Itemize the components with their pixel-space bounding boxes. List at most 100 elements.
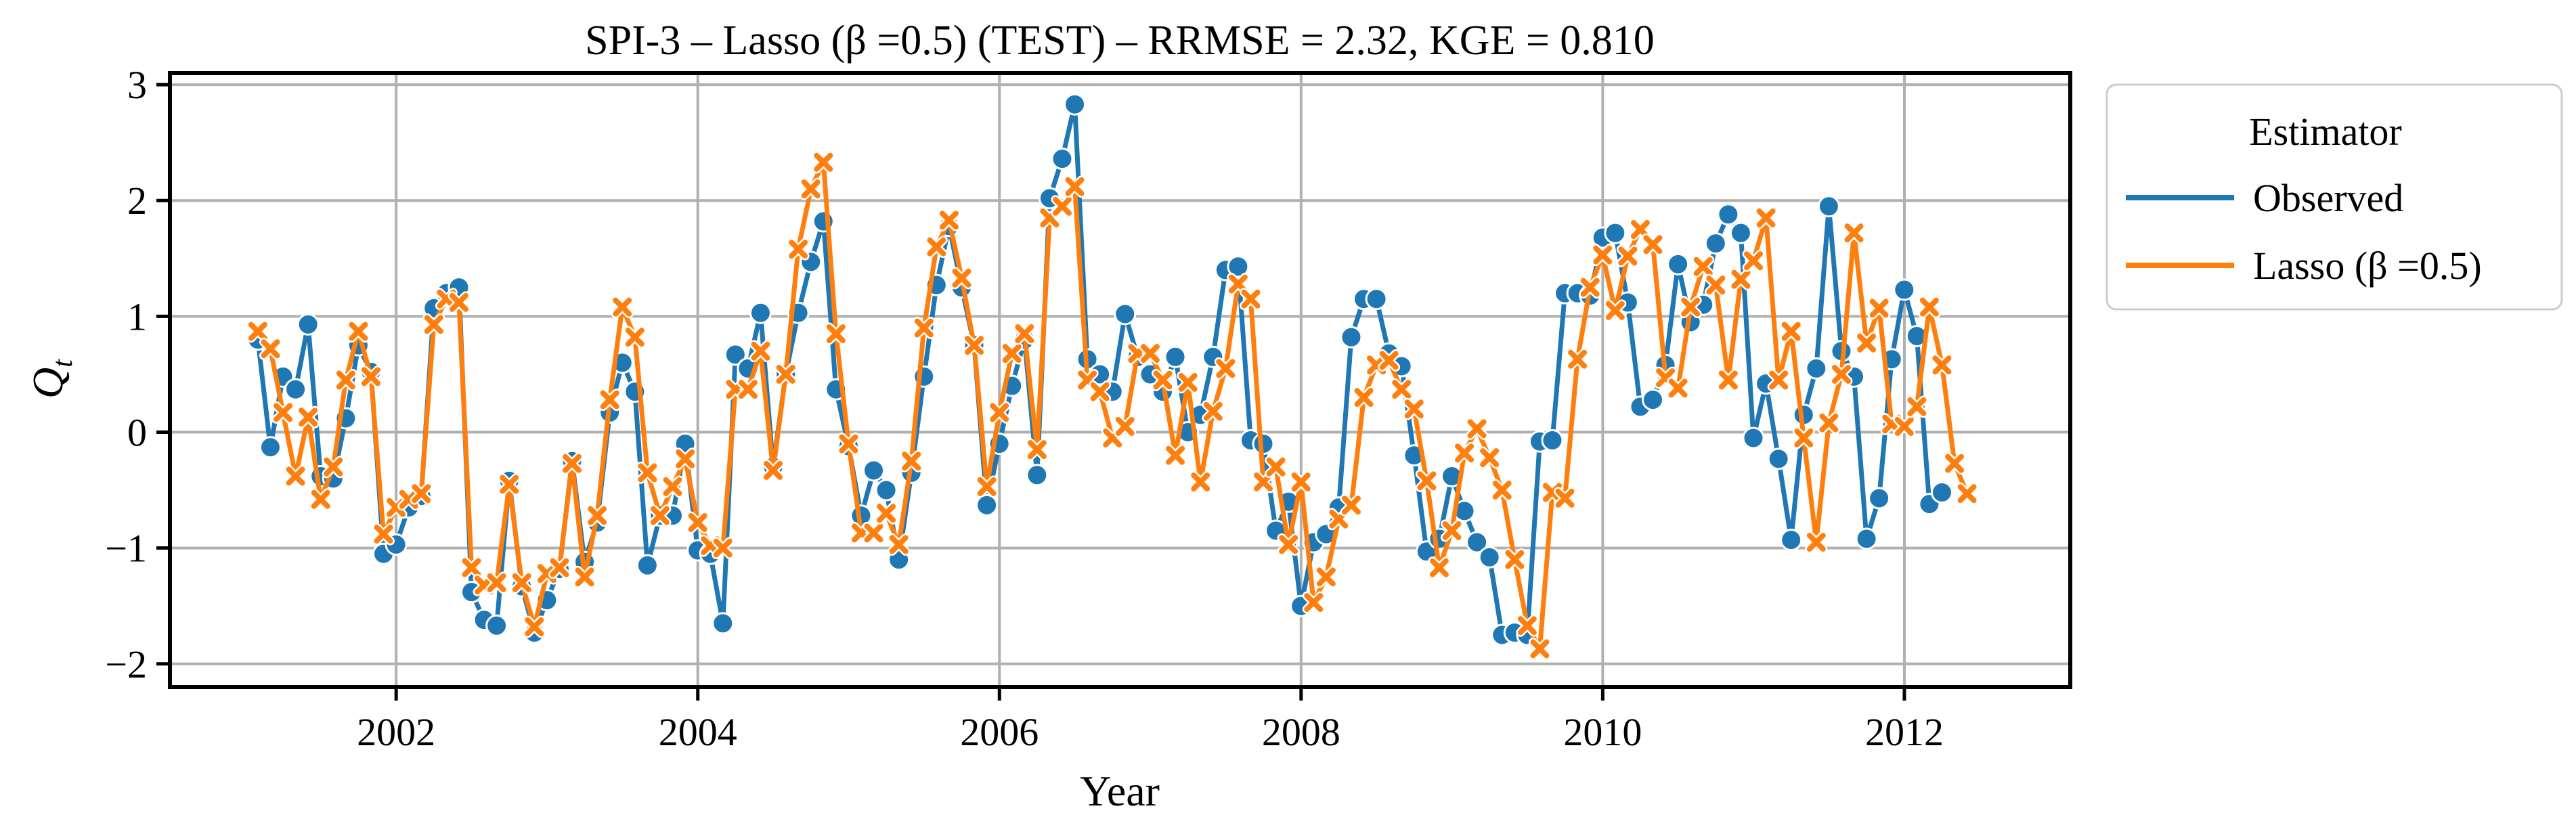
legend-lasso-label: Lasso (β =0.5): [2253, 244, 2482, 288]
lasso-point: [1214, 357, 1237, 380]
y-tick-label: 1: [127, 294, 147, 338]
observed-point: [636, 554, 659, 577]
lasso-point: [1114, 415, 1137, 438]
observed-point: [1717, 203, 1740, 226]
lasso-point: [900, 449, 923, 472]
observed-point: [284, 378, 307, 401]
lasso-point: [1579, 276, 1602, 299]
lasso-point: [523, 615, 546, 638]
x-tick-label: 2002: [357, 710, 435, 754]
lasso-point: [1202, 400, 1225, 423]
observed-point: [1704, 232, 1727, 255]
plot-frame: [168, 71, 2072, 689]
lasso-point: [447, 291, 471, 314]
lasso-point: [1466, 417, 1489, 440]
observed-point: [1893, 278, 1916, 301]
y-tick-label: 2: [127, 179, 147, 223]
observed-point: [1051, 148, 1074, 171]
observed-point: [1478, 546, 1501, 569]
lasso-point: [460, 556, 483, 579]
lasso-point: [1792, 426, 1815, 449]
lasso-point: [422, 313, 445, 336]
lasso-point: [1868, 296, 1891, 319]
lasso-point: [1667, 376, 1690, 399]
lasso-point: [888, 533, 911, 556]
observed-point: [712, 612, 735, 635]
lasso-point: [1491, 479, 1514, 502]
lasso-point: [938, 208, 961, 231]
lasso-point: [1566, 348, 1589, 371]
observed-point: [749, 301, 772, 324]
lasso-point: [875, 502, 898, 525]
lasso-point: [1415, 469, 1438, 492]
lasso-point: [1478, 446, 1501, 469]
observed-point: [1855, 527, 1878, 550]
lasso-point: [1265, 456, 1288, 479]
observed-point: [1114, 303, 1137, 326]
lasso-point: [863, 521, 886, 544]
lasso-point: [271, 401, 294, 424]
x-axis-label: Year: [1080, 767, 1160, 815]
observed-point: [1365, 288, 1388, 311]
lasso-point: [309, 488, 332, 511]
lasso-point: [498, 473, 521, 496]
observed-point: [875, 479, 898, 502]
lasso-point: [573, 565, 596, 588]
lasso-point: [1641, 233, 1664, 256]
lasso-point: [1428, 556, 1451, 579]
chart-title: SPI-3 – Lasso (β =0.5) (TEST) – RRMSE = …: [585, 18, 1655, 64]
x-tick-label: 2012: [1865, 710, 1944, 754]
lasso-point: [1930, 353, 1953, 376]
lasso-point: [1554, 487, 1577, 510]
lasso-point: [1742, 249, 1765, 272]
lasso-point: [1315, 565, 1338, 588]
lasso-point: [963, 334, 986, 357]
legend-box: [2105, 83, 2563, 311]
lasso-point: [548, 556, 571, 579]
lasso-point: [1051, 195, 1074, 218]
lasso-point: [737, 378, 760, 401]
lasso-point: [1780, 320, 1803, 343]
lasso-point: [586, 504, 609, 527]
observed-point: [976, 493, 999, 516]
x-tick-label: 2006: [960, 710, 1039, 754]
observed-point: [1817, 195, 1840, 218]
lasso-point: [976, 475, 999, 498]
lasso-point: [712, 537, 735, 560]
observed-point: [259, 436, 282, 459]
lasso-point: [749, 340, 772, 363]
lasso-point: [1679, 296, 1702, 319]
lasso-point: [598, 389, 621, 412]
observed-point: [1466, 531, 1489, 554]
lasso-point: [1164, 444, 1187, 467]
lasso-point: [812, 151, 835, 174]
y-tick-label: −1: [105, 527, 147, 571]
observed-point: [297, 313, 320, 336]
lasso-point: [334, 369, 357, 391]
lasso-point: [636, 461, 659, 484]
lasso-point: [1755, 206, 1778, 229]
grid: [170, 73, 2070, 687]
lasso-point: [246, 320, 269, 343]
lasso-point: [1064, 175, 1087, 198]
lasso-point: [774, 363, 798, 386]
lasso-point: [624, 326, 647, 349]
lasso-point: [1353, 386, 1376, 409]
lasso-point: [1189, 470, 1212, 493]
observed-point: [1780, 529, 1803, 552]
lasso-point: [762, 459, 785, 482]
series-lasso: [246, 151, 1979, 661]
lasso-point: [1843, 221, 1866, 244]
observed-point: [1064, 93, 1087, 116]
lasso-point: [561, 452, 584, 475]
observed-point: [1541, 428, 1564, 451]
lasso-point: [1403, 397, 1426, 420]
lasso-point: [649, 504, 672, 527]
legend-observed-label: Observed: [2253, 176, 2403, 220]
lasso-point: [322, 456, 345, 479]
lasso-point: [1390, 378, 1413, 401]
observed-point: [1767, 447, 1790, 470]
lasso-point: [1905, 395, 1928, 418]
lasso-point: [1704, 273, 1727, 296]
